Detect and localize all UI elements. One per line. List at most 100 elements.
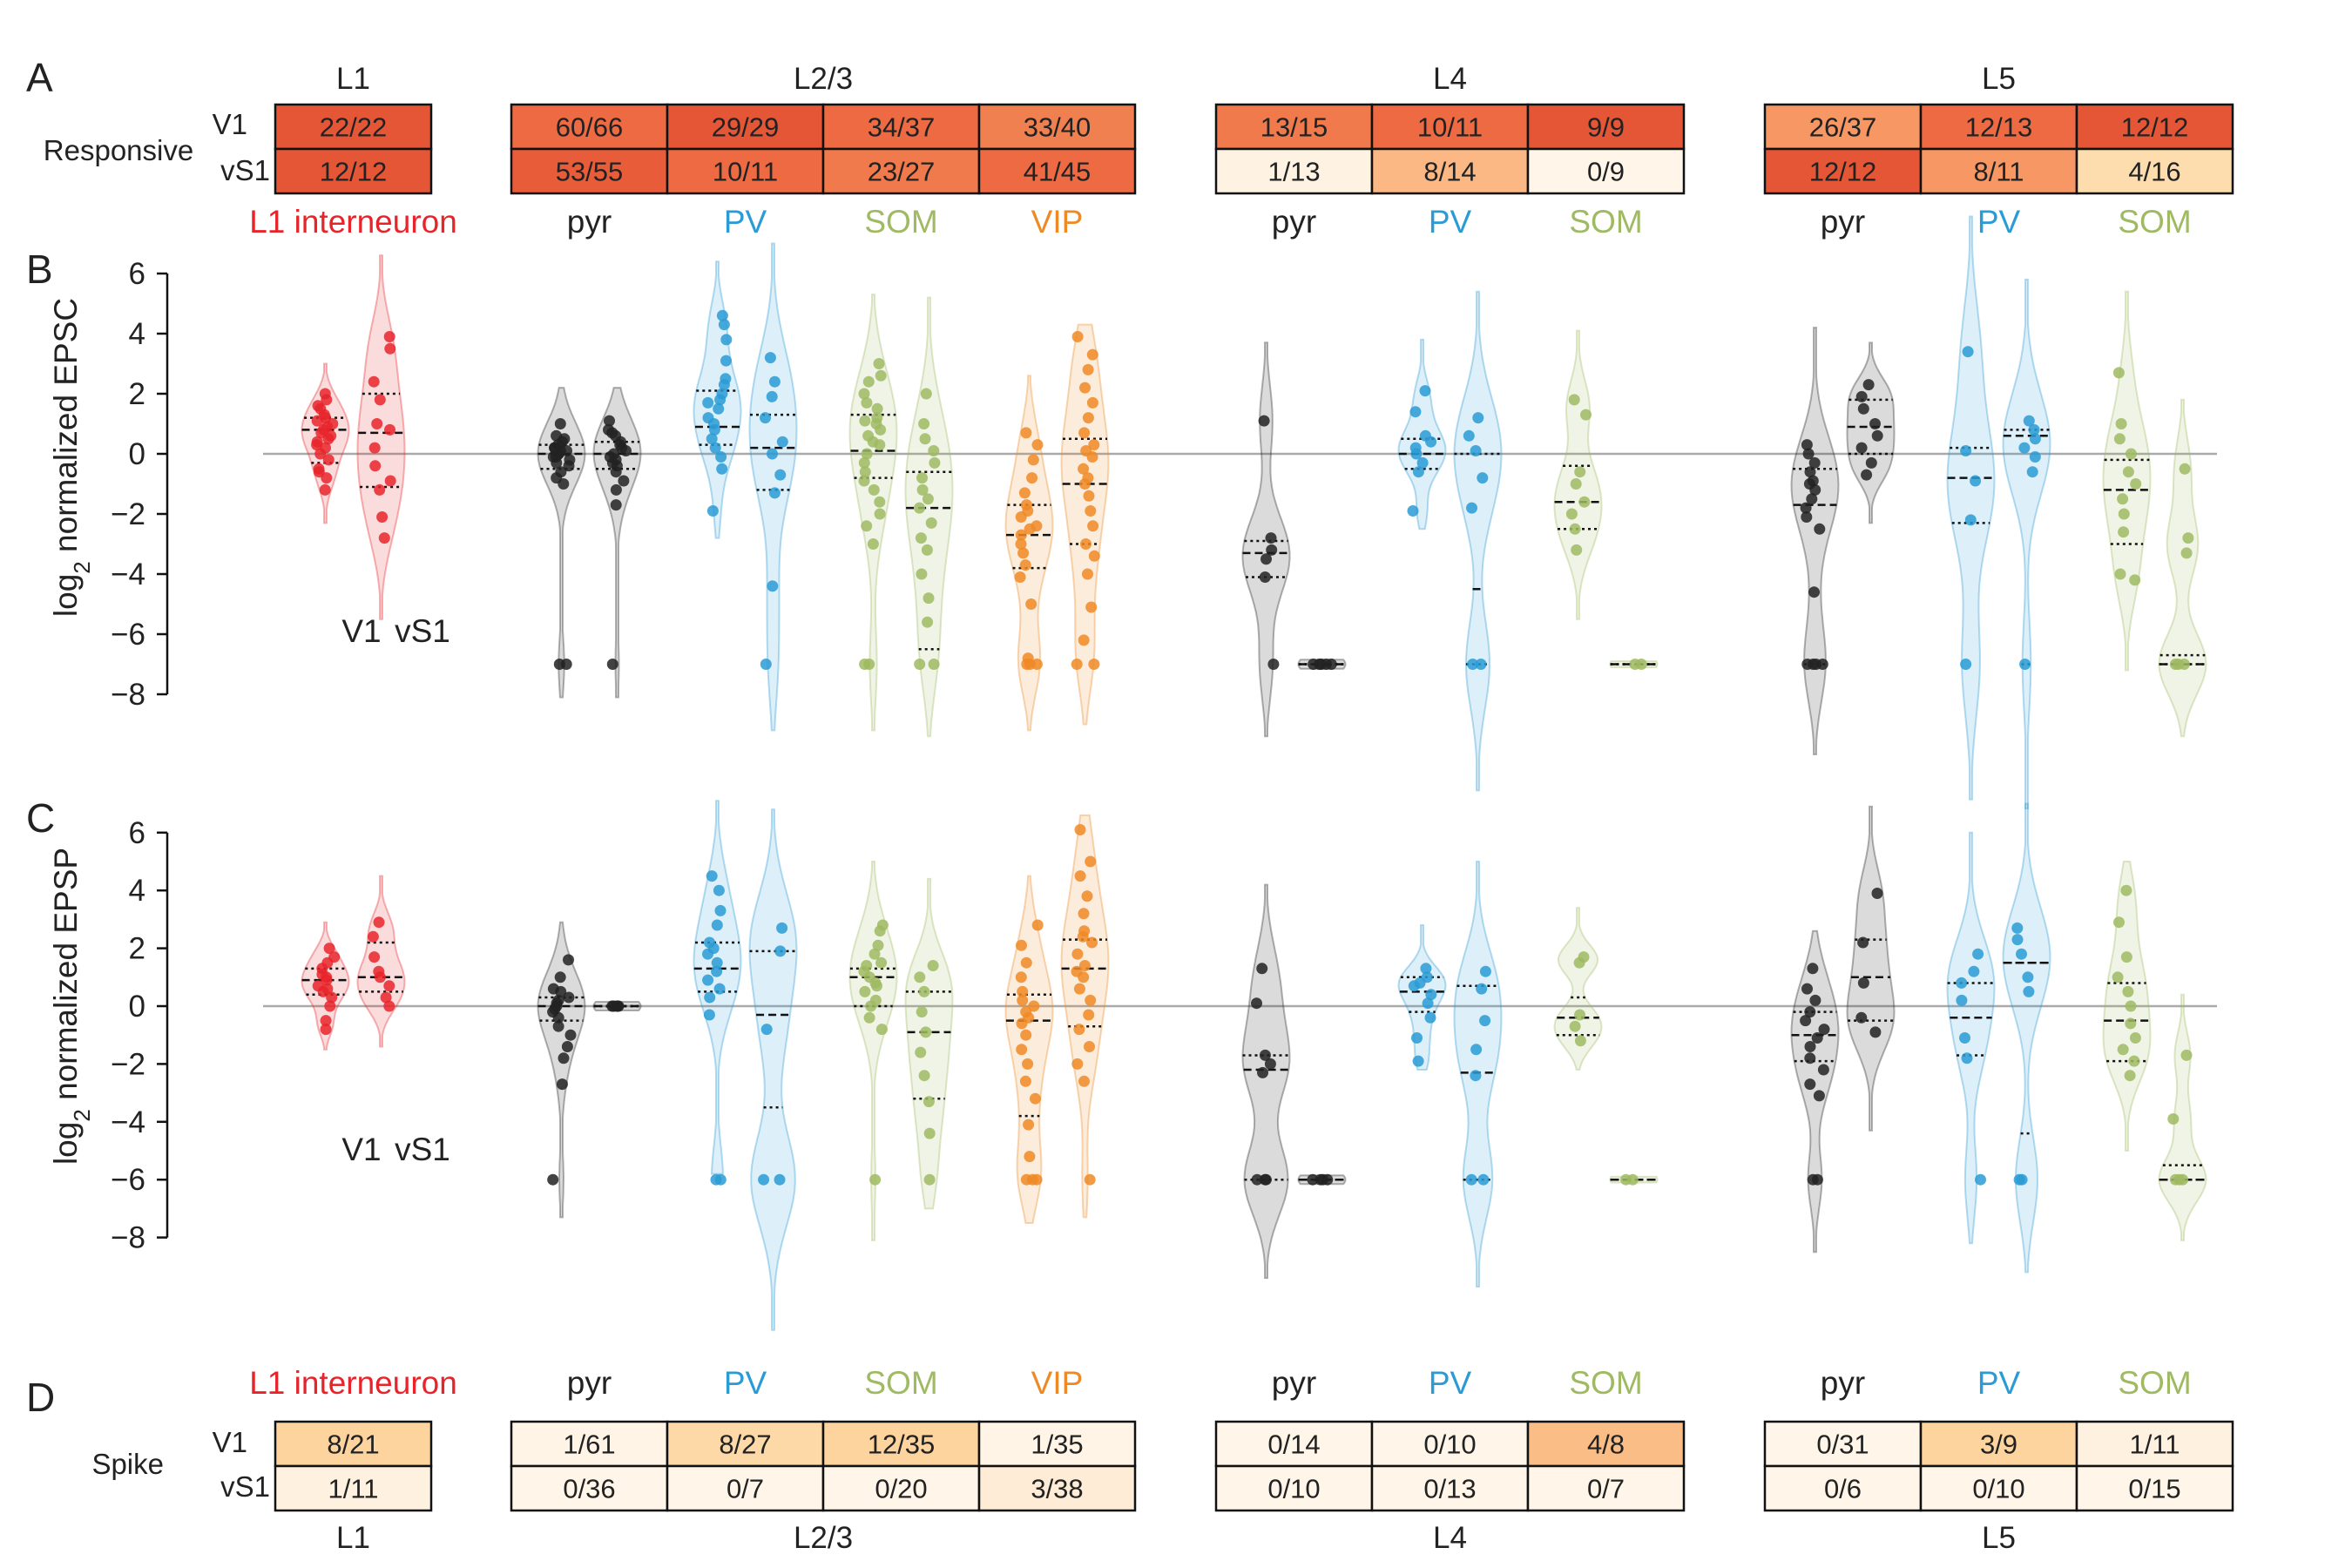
panel-c-violin-vs1 — [904, 877, 954, 1210]
panel-b-data-point — [720, 355, 732, 367]
panel-c-data-point — [1855, 1011, 1868, 1024]
panel-c-data-point — [326, 991, 338, 1004]
top-cell-type-label: SOM — [864, 204, 937, 240]
panel-b-data-point — [1027, 454, 1039, 466]
panel-b-data-point — [1857, 402, 1869, 415]
panel-b-data-point — [929, 456, 941, 469]
panel-c-data-point — [367, 930, 379, 943]
panel-b-data-point — [616, 442, 628, 454]
panel-b-data-point — [1022, 505, 1034, 517]
panel-c-data-point — [1804, 1041, 1816, 1052]
panel-b-data-point — [875, 369, 887, 382]
panel-c-data-point — [875, 1024, 888, 1036]
panel-c-data-point — [1804, 1078, 1816, 1091]
panel-b-data-point — [610, 499, 622, 511]
panel-d-cell-value: 3/38 — [1031, 1474, 1083, 1504]
panel-c-data-point — [2125, 1017, 2137, 1030]
panel-b-data-point — [1083, 490, 1095, 502]
panel-b-data-point — [1472, 412, 1484, 424]
panel-c-data-point — [1020, 1029, 1032, 1041]
panel-d-layer-label: L2/3 — [794, 1521, 853, 1555]
panel-c-data-point — [558, 1052, 570, 1064]
panel-b-violin-vs1 — [592, 387, 642, 699]
panel-c-data-point — [1956, 977, 1968, 989]
panel-b-data-point — [371, 418, 383, 429]
panel-c-data-point — [1412, 1055, 1424, 1067]
panel-b-violin-vs1 — [904, 296, 954, 738]
panel-label-d: D — [26, 1375, 55, 1420]
panel-c-data-point — [871, 980, 882, 992]
panel-d-cell-value: 0/10 — [1972, 1474, 2024, 1504]
panel-c-data-point — [1804, 1006, 1816, 1018]
panel-c-data-point — [1023, 1011, 1035, 1024]
panel-b-data-point — [2118, 526, 2130, 538]
panel-b-data-point — [1088, 550, 1100, 562]
panel-a-cell — [1763, 147, 1923, 195]
panel-c-data-point — [383, 1000, 395, 1012]
panel-c-data-point — [1573, 956, 1585, 969]
panel-c-data-point — [1968, 965, 1980, 977]
panel-d-row-title: Spike — [91, 1448, 164, 1480]
panel-c-data-point — [1078, 1075, 1090, 1087]
top-cell-type-label: PV — [724, 204, 767, 240]
panel-a-cell-value: 33/40 — [1024, 112, 1092, 143]
panel-c-data-point — [368, 951, 381, 963]
panel-b-data-point — [2114, 568, 2126, 580]
panel-b-data-point — [384, 423, 395, 436]
panel-b-data-point — [919, 433, 931, 445]
panel-b-data-point — [1463, 429, 1475, 442]
panel-a-cell — [1214, 147, 1374, 195]
panel-b-violin-v1 — [1946, 215, 1996, 801]
panel-a-cell-value: 8/14 — [1423, 157, 1476, 187]
panel-a-layer-label: L1 — [336, 62, 370, 96]
panel-c-data-point — [914, 971, 926, 983]
panel-c-data-point — [2023, 985, 2035, 997]
panel-b-data-point — [2115, 418, 2127, 429]
panel-c-y-tick-label: −6 — [111, 1163, 145, 1197]
panel-c-data-point — [1031, 919, 1044, 931]
panel-c-data-point — [2011, 934, 2024, 946]
panel-b-data-point — [868, 483, 880, 496]
panel-c-data-point — [1420, 963, 1432, 975]
panel-c-data-point — [1424, 1011, 1436, 1024]
panel-a-cell-value: 12/12 — [1809, 157, 1877, 187]
panel-c-data-point — [2112, 971, 2124, 983]
panel-d-cell — [2075, 1420, 2234, 1468]
panel-c-violin-v1 — [1790, 929, 1840, 1254]
panel-c-data-point — [1028, 1000, 1040, 1012]
panel-b-data-point — [1466, 502, 1477, 514]
panel-c-data-point — [1259, 1049, 1271, 1061]
panel-a-layer-label: L5 — [1982, 62, 2016, 96]
panel-c-data-point — [1465, 1173, 1477, 1186]
panel-d-cell-value: 1/11 — [2129, 1429, 2180, 1460]
panel-b-data-point — [875, 423, 887, 436]
panel-b-data-point — [1025, 598, 1037, 610]
panel-b-data-point — [384, 475, 396, 487]
panel-b-data-point — [1962, 346, 1974, 358]
panel-b-data-point — [1862, 379, 1875, 391]
panel-c-data-point — [556, 1078, 568, 1091]
panel-b-data-point — [1425, 436, 1437, 448]
panel-b-data-point — [1477, 472, 1489, 484]
panel-c-data-point — [374, 971, 386, 983]
panel-b-data-point — [1801, 439, 1813, 451]
panel-c-y-tick-label: −2 — [111, 1047, 145, 1081]
panel-c-data-point — [323, 943, 335, 955]
panel-b-data-point — [1578, 496, 1591, 508]
panel-b-data-point — [1082, 472, 1094, 484]
panel-c-data-point — [1574, 1009, 1585, 1021]
panel-c-data-point — [1800, 1015, 1812, 1027]
panel-a-cell — [1370, 147, 1530, 195]
top-cell-type-label: pyr — [1272, 204, 1316, 240]
panel-a-cell-value: 60/66 — [556, 112, 624, 143]
panel-b-data-point — [563, 460, 575, 472]
panel-c-data-point — [1574, 1035, 1586, 1047]
panel-c-data-point — [1315, 1173, 1327, 1186]
panel-c-data-point — [2122, 985, 2134, 997]
panel-b-data-point — [873, 358, 885, 369]
panel-c-data-point — [1961, 1052, 1973, 1064]
panel-b-data-point — [715, 451, 727, 463]
panel-b-data-point — [858, 475, 870, 487]
panel-c-data-point — [1813, 1090, 1825, 1102]
